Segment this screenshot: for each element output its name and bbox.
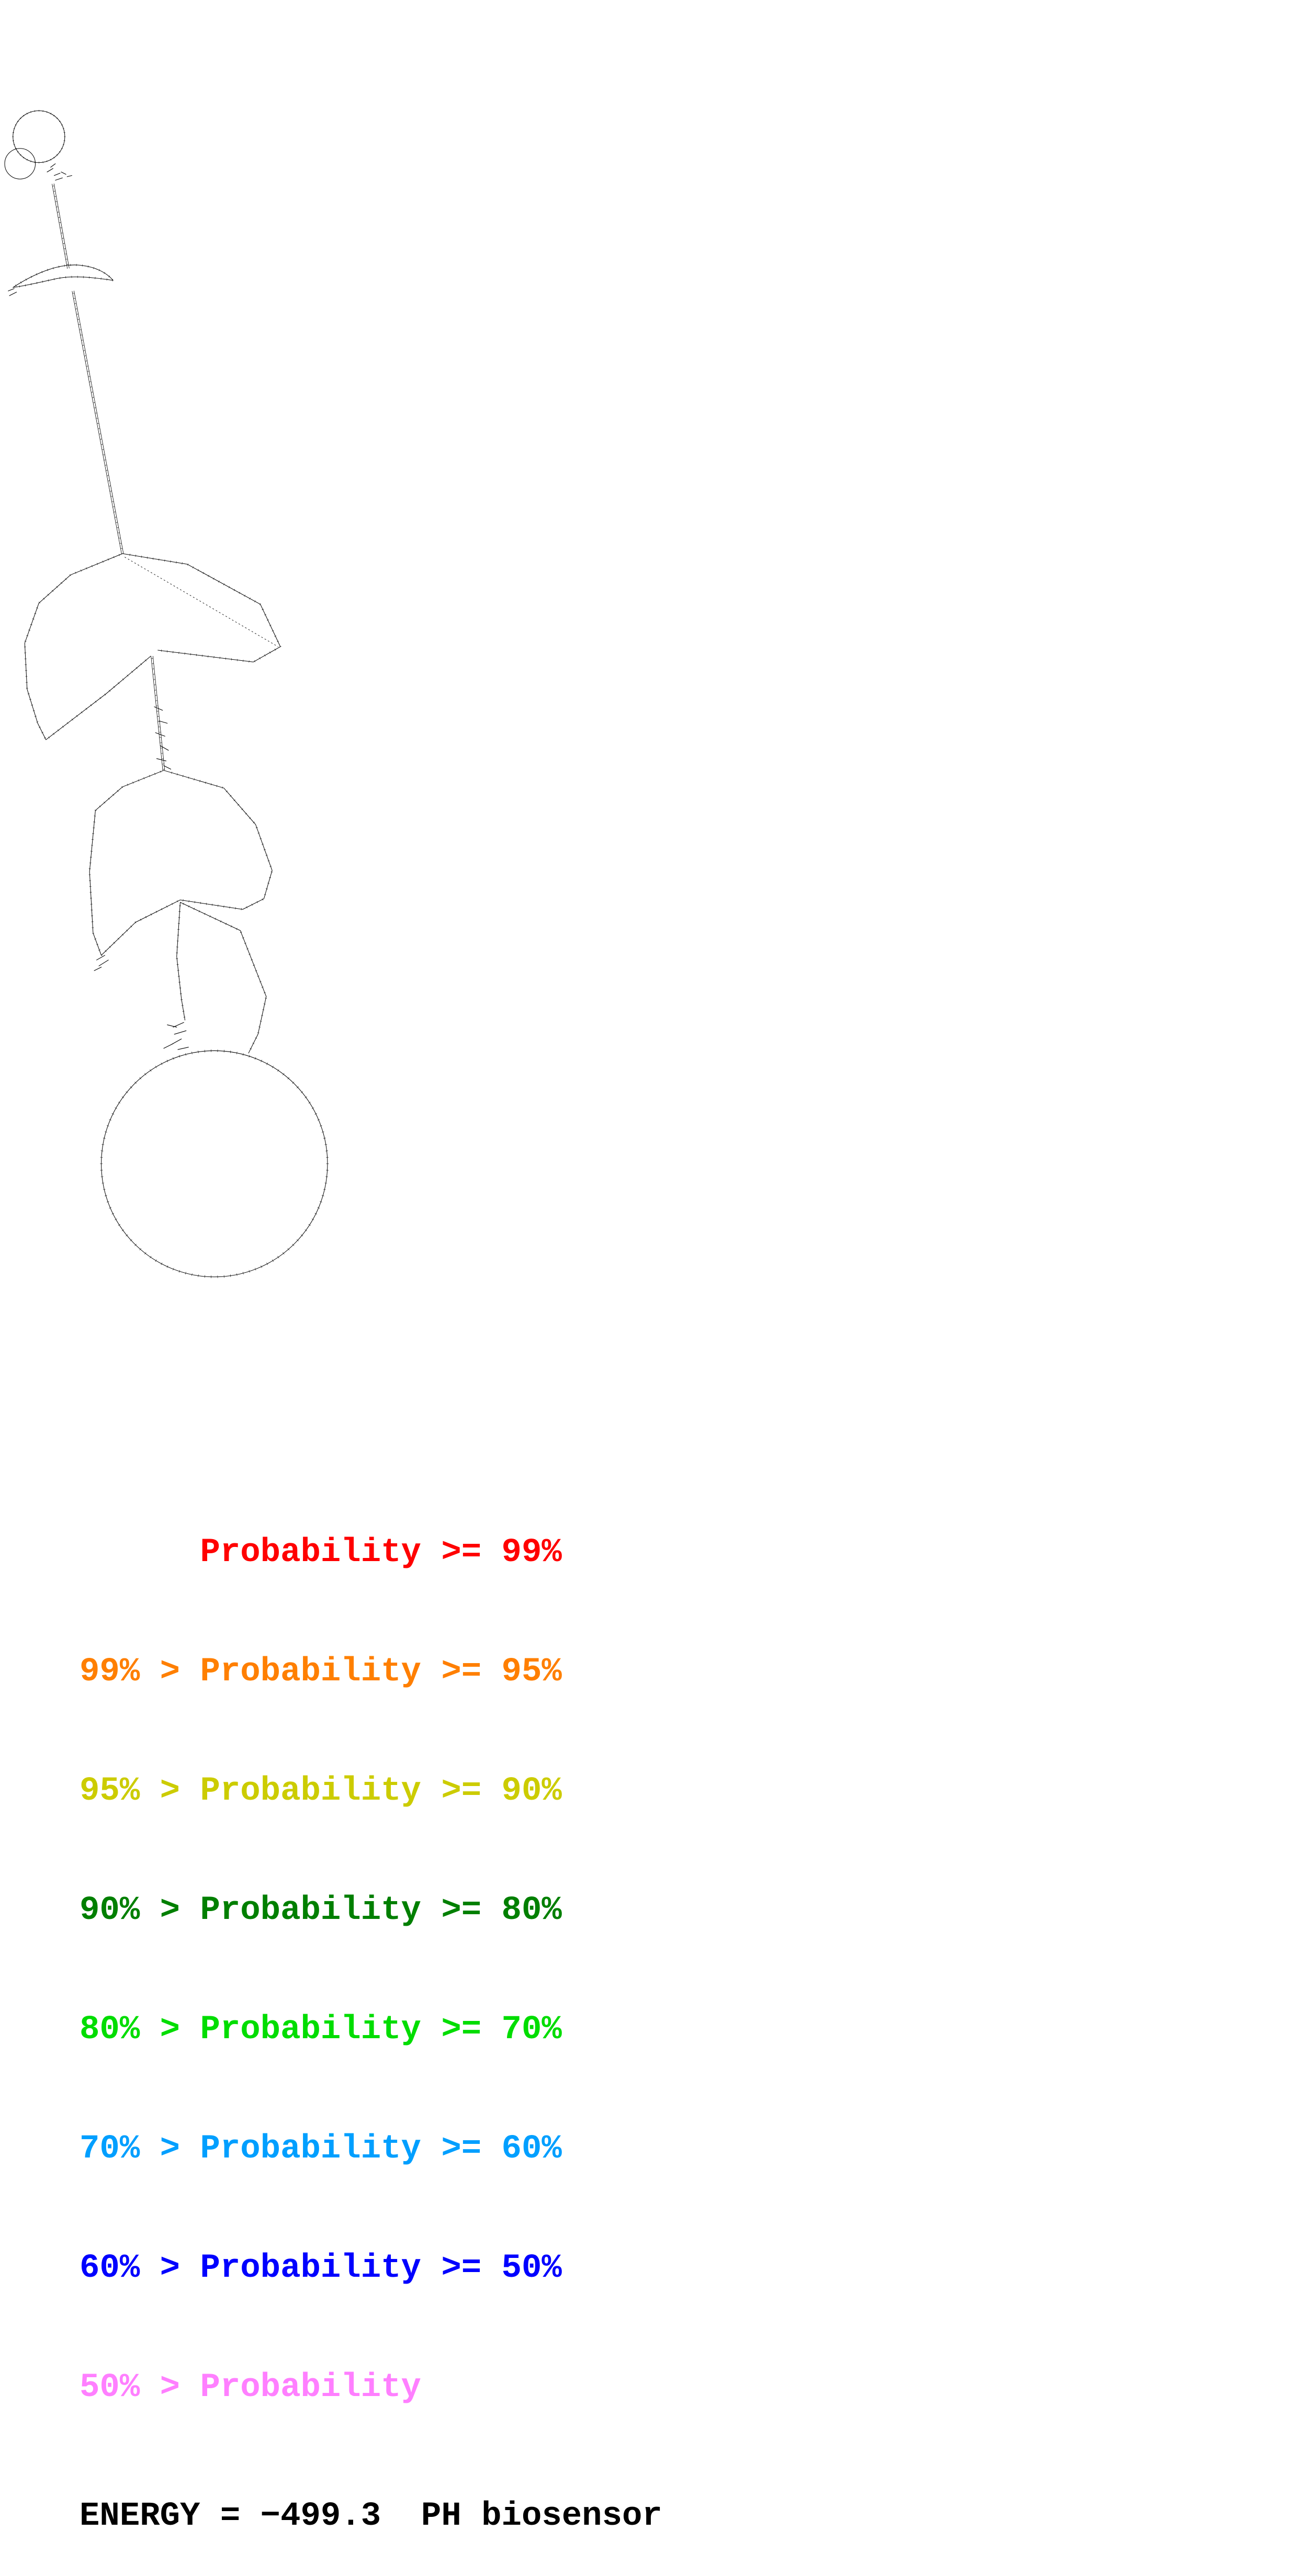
legend-item-below-50: 50% > Probability bbox=[80, 2368, 662, 2408]
legend-item-70: 80% > Probability >= 70% bbox=[80, 2010, 662, 2050]
interior-loop-1-right bbox=[122, 553, 280, 662]
probability-legend: Probability >= 99% 99% > Probability >= … bbox=[80, 1453, 662, 2576]
strand-end-ticks-2 bbox=[94, 955, 108, 970]
terminal-loop-circle bbox=[101, 1050, 328, 1276]
legend-item-50: 60% > Probability >= 50% bbox=[80, 2249, 662, 2288]
legend-item-90: 95% > Probability >= 90% bbox=[80, 1771, 662, 1811]
base-squiggle-top bbox=[47, 164, 72, 180]
legend-item-80: 90% > Probability >= 80% bbox=[80, 1891, 662, 1930]
legend-item-60: 70% > Probability >= 60% bbox=[80, 2129, 662, 2169]
interior-loop-3-left bbox=[177, 902, 185, 1020]
loop-closing-dotted-line bbox=[125, 557, 278, 647]
interior-loop-3-right bbox=[180, 902, 266, 1053]
strand-end-ticks bbox=[8, 289, 17, 296]
helix-and-tick-decoration bbox=[12, 110, 329, 1278]
base-squiggle-mid bbox=[154, 707, 171, 769]
interior-loop-2 bbox=[89, 771, 272, 956]
legend-item-95: 99% > Probability >= 95% bbox=[80, 1652, 662, 1692]
energy-caption: ENERGY = −499.3 PH biosensor bbox=[80, 2496, 662, 2536]
bulge-loop-wing bbox=[13, 265, 113, 287]
interior-loop-1-left bbox=[25, 553, 151, 740]
page: { "legend": { "items": [ { "label": " Pr… bbox=[0, 0, 1297, 1835]
legend-item-99: Probability >= 99% bbox=[80, 1533, 662, 1573]
base-squiggle-bottom bbox=[164, 1022, 188, 1049]
hairpin-loop-circle-small bbox=[5, 149, 36, 179]
